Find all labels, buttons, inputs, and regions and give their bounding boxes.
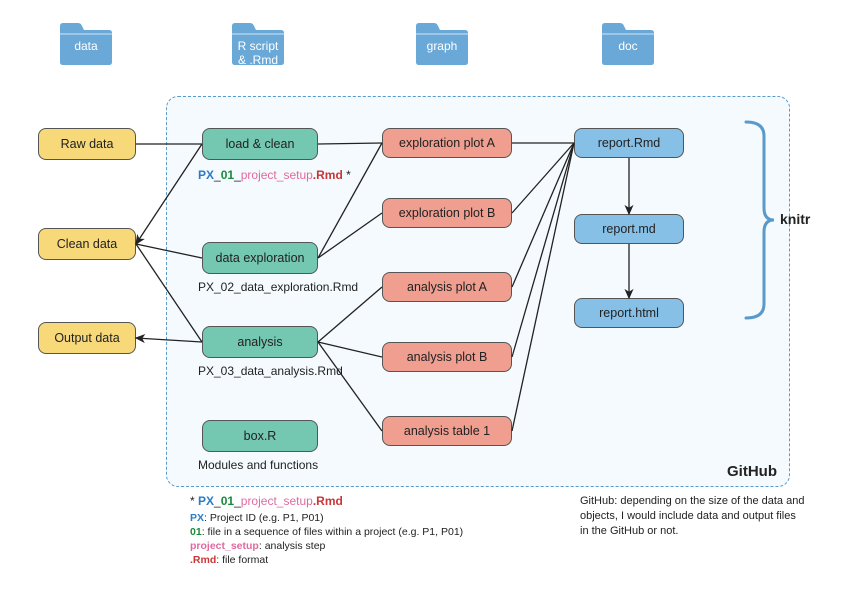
node-html: report.html xyxy=(574,298,684,328)
legend-row: .Rmd: file format xyxy=(190,554,268,566)
node-clean: Clean data xyxy=(38,228,136,260)
node-epB: exploration plot B xyxy=(382,198,512,228)
node-md: report.md xyxy=(574,214,684,244)
github-label: GitHub xyxy=(727,463,777,480)
folder-label: graph xyxy=(412,40,472,54)
folder-script: R script& .Rmd xyxy=(228,20,288,68)
cap-analyze: PX_03_data_analysis.Rmd xyxy=(198,364,343,378)
github-footnote: GitHub: depending on the size of the dat… xyxy=(580,494,806,539)
node-at1: analysis table 1 xyxy=(382,416,512,446)
node-rmd: report.Rmd xyxy=(574,128,684,158)
cap-load: PX_01_project_setup.Rmd * xyxy=(198,168,351,182)
folder-data: data xyxy=(56,20,116,68)
folder-label: R script& .Rmd xyxy=(228,40,288,68)
legend-row: project_setup: analysis step xyxy=(190,540,325,552)
node-output: Output data xyxy=(38,322,136,354)
node-apB: analysis plot B xyxy=(382,342,512,372)
folder-label: doc xyxy=(598,40,658,54)
legend-row: 01: file in a sequence of files within a… xyxy=(190,526,463,538)
node-load: load & clean xyxy=(202,128,318,160)
legend-title: * PX_01_project_setup.Rmd xyxy=(190,494,343,508)
node-analyze: analysis xyxy=(202,326,318,358)
folder-graph: graph xyxy=(412,20,472,68)
node-apA: analysis plot A xyxy=(382,272,512,302)
node-epA: exploration plot A xyxy=(382,128,512,158)
cap-explore: PX_02_data_exploration.Rmd xyxy=(198,280,358,294)
folder-label: data xyxy=(56,40,116,54)
node-explore: data exploration xyxy=(202,242,318,274)
legend-row: PX: Project ID (e.g. P1, P01) xyxy=(190,512,324,524)
cap-boxr: Modules and functions xyxy=(198,458,318,472)
node-raw: Raw data xyxy=(38,128,136,160)
node-boxr: box.R xyxy=(202,420,318,452)
knitr-label: knitr xyxy=(780,211,810,227)
folder-doc: doc xyxy=(598,20,658,68)
